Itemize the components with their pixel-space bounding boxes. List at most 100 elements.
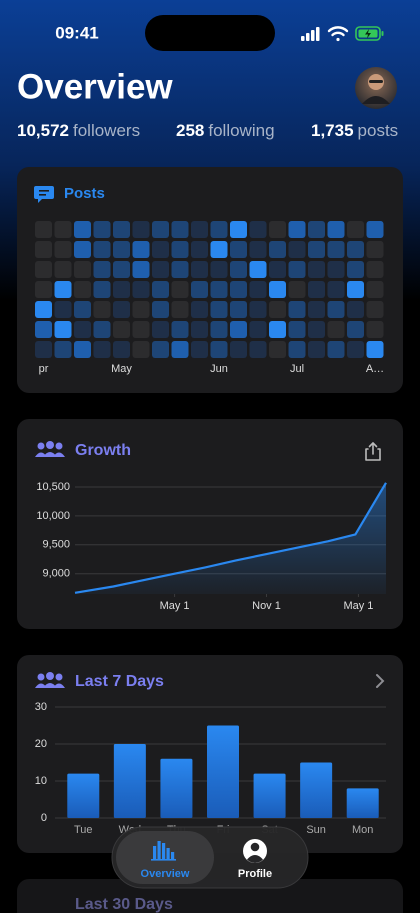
x-tick-label: Tue <box>74 824 93 836</box>
heatmap-cell <box>230 301 247 318</box>
heatmap-cell <box>191 221 208 238</box>
heatmap-cell <box>288 221 306 238</box>
heatmap-cell <box>269 321 286 338</box>
heatmap-cell <box>366 281 384 298</box>
area <box>75 482 386 594</box>
heatmap-cell <box>93 281 111 298</box>
tab-label[interactable]: Profile <box>238 868 272 880</box>
x-tick-label: Nov 1 <box>252 600 281 612</box>
heatmap-cell <box>152 221 169 238</box>
heatmap-cell <box>171 321 189 338</box>
share-button[interactable] <box>365 442 381 461</box>
heatmap-cell <box>327 221 345 238</box>
heatmap-cell <box>288 261 306 278</box>
stat-label: posts <box>358 121 399 140</box>
avatar[interactable] <box>355 67 397 109</box>
heatmap-cell <box>191 301 208 318</box>
heatmap-cell <box>347 321 364 338</box>
heatmap-cell <box>54 281 72 298</box>
x-tick-label: May 1 <box>160 600 190 612</box>
heatmap-cell <box>35 221 52 238</box>
heatmap-cell <box>113 341 130 358</box>
followers-stat: 10,572 followers <box>17 121 140 140</box>
posts-icon <box>34 186 54 203</box>
heatmap-cell <box>54 341 72 358</box>
heatmap-cell <box>171 261 189 278</box>
status-time: 09:41 <box>55 23 98 42</box>
card-title: Last 30 Days <box>75 896 173 913</box>
dynamic-island <box>145 15 275 51</box>
heatmap-cell <box>347 341 364 358</box>
heatmap-cell <box>54 241 72 258</box>
heatmap-cell <box>269 341 286 358</box>
heatmap-cell <box>347 281 364 298</box>
heatmap-cell <box>132 301 150 318</box>
heatmap-cell <box>269 221 286 238</box>
chevron[interactable] <box>376 674 385 688</box>
heatmap-cell <box>230 321 247 338</box>
heatmap-cell <box>74 281 91 298</box>
heatmap-cell <box>249 261 267 278</box>
heatmap-cell <box>249 221 267 238</box>
heatmap-cell <box>347 241 364 258</box>
heatmap-cell <box>347 221 364 238</box>
tab-label[interactable]: Overview <box>141 868 190 880</box>
heatmap-cell <box>35 281 52 298</box>
heatmap-cell <box>366 221 384 238</box>
heatmap-cell <box>308 301 325 318</box>
heatmap-cell <box>249 321 267 338</box>
heatmap-cell <box>327 281 345 298</box>
y-tick-label: 10,500 <box>36 481 70 493</box>
heatmap-cell <box>230 241 247 258</box>
heatmap-cell <box>191 341 208 358</box>
y-tick-label: 9,000 <box>42 568 70 580</box>
heatmap-cell <box>171 241 189 258</box>
x-tick-label: May 1 <box>343 600 373 612</box>
heatmap-cell <box>74 341 91 358</box>
stat-value: 10,572 <box>17 121 69 140</box>
heatmap-cell <box>113 301 130 318</box>
heatmap-cell <box>308 341 325 358</box>
heatmap-cell <box>93 221 111 238</box>
heatmap-cell <box>171 281 189 298</box>
card-title: Posts <box>64 185 105 202</box>
bar <box>113 744 146 818</box>
heatmap-cell <box>308 281 325 298</box>
tab-bar: Overview Profile <box>111 826 309 889</box>
heatmap-cell <box>191 261 208 278</box>
heatmap-cell <box>288 321 306 338</box>
y-tick-label: 0 <box>41 812 47 824</box>
heatmap-cell <box>308 241 325 258</box>
heatmap-cell <box>210 221 228 238</box>
heatmap-cell <box>366 261 384 278</box>
x-tick-label: A… <box>366 363 384 375</box>
last-30-days-card[interactable] <box>17 879 403 913</box>
week-icon <box>35 672 65 688</box>
heatmap-cell <box>54 301 72 318</box>
heatmap-cell <box>347 301 364 318</box>
heatmap-cell <box>191 321 208 338</box>
heatmap-cell <box>152 301 169 318</box>
heatmap-cell <box>35 321 52 338</box>
heatmap-cell <box>152 341 169 358</box>
y-tick-label: 10 <box>35 775 47 787</box>
heatmap-cell <box>74 301 91 318</box>
bar <box>207 725 239 818</box>
heatmap-cell <box>288 301 306 318</box>
heatmap-cell <box>230 221 247 238</box>
heatmap-cell <box>327 301 345 318</box>
heatmap-cell <box>93 341 111 358</box>
heatmap-cell <box>93 241 111 258</box>
battery-icon <box>355 26 384 41</box>
heatmap-cell <box>74 221 91 238</box>
x-tick-label: Mon <box>352 824 373 836</box>
bar <box>67 773 100 818</box>
page-title: Overview <box>17 67 173 106</box>
heatmap-cell <box>171 301 189 318</box>
heatmap-cell <box>249 241 267 258</box>
heatmap-cell <box>249 281 267 298</box>
heatmap-cell <box>308 221 325 238</box>
heatmap-cell <box>191 241 208 258</box>
heatmap-cell <box>366 241 384 258</box>
